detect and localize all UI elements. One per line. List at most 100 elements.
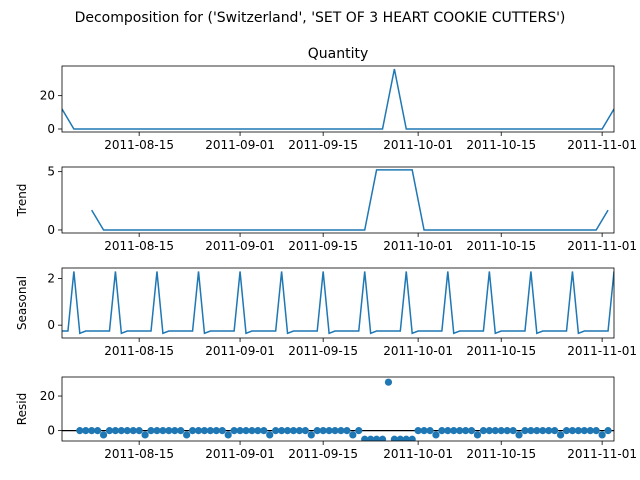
resid-point: [230, 427, 238, 435]
resid-point: [289, 427, 298, 435]
seasonal-ylabel: Seasonal: [15, 276, 29, 330]
resid-point: [283, 427, 292, 435]
quantity-ytick-label: 20: [40, 89, 55, 103]
resid-point: [545, 427, 553, 435]
resid-ylabel: Resid: [15, 393, 29, 425]
seasonal-xtick-label: 2011-11-01: [567, 344, 637, 358]
resid-point: [212, 427, 220, 435]
resid-point: [361, 435, 369, 441]
resid-point: [194, 427, 203, 435]
trend-series-line: [91, 169, 609, 231]
seasonal-ytick-label: 0: [47, 318, 55, 332]
trend-axes-frame: [61, 166, 615, 234]
resid-point: [539, 427, 547, 435]
resid-point: [580, 427, 588, 435]
resid-panel: Resid 0 20 2011-08-15 2011-09-01 2011-09-15 20…: [15, 376, 637, 461]
resid-point: [183, 431, 191, 439]
resid-point: [319, 427, 327, 435]
resid-xtick-label: 2011-09-01: [205, 447, 275, 461]
resid-point: [426, 427, 434, 435]
resid-point: [337, 427, 345, 435]
panels: Quantity 0 20 2011-08-15 2011-09-01 2011-09-1…: [15, 46, 637, 461]
resid-point: [117, 427, 125, 435]
resid-point: [414, 427, 422, 435]
quantity-ytick-label: 0: [47, 122, 55, 136]
resid-xtick-label: 2011-09-15: [288, 447, 358, 461]
resid-point: [206, 427, 214, 435]
trend-xtick-label: 2011-10-01: [383, 239, 453, 253]
quantity-xtick-label: 2011-08-15: [104, 138, 174, 152]
quantity-axes-frame: [61, 65, 615, 133]
resid-point: [177, 427, 185, 435]
resid-point: [521, 427, 529, 435]
resid-point: [420, 427, 428, 435]
resid-point: [331, 427, 339, 435]
trend-panel: Trend 0 5 2011-08-15 2011-09-01 2011-09-15 201…: [15, 165, 637, 253]
seasonal-panel: Seasonal 0 2 2011-08-15 2011-09-01 2011-09-15…: [15, 267, 637, 358]
resid-point: [135, 427, 143, 435]
resid-axes-frame: [61, 376, 615, 442]
resid-point: [129, 427, 137, 435]
seasonal-series-line: [62, 271, 614, 335]
resid-point: [402, 435, 410, 441]
resid-point: [444, 427, 452, 435]
seasonal-xtick-label: 2011-09-15: [288, 344, 358, 358]
resid-point: [384, 378, 393, 386]
resid-point: [432, 431, 440, 439]
resid-ytick-label: 0: [47, 424, 55, 438]
resid-point: [165, 427, 173, 435]
trend-xtick-label: 2011-09-01: [205, 239, 275, 253]
resid-point: [503, 427, 511, 435]
resid-point: [266, 431, 274, 439]
resid-point: [515, 431, 523, 439]
resid-point: [123, 427, 131, 435]
resid-point: [450, 427, 458, 435]
seasonal-xtick-label: 2011-10-01: [383, 344, 453, 358]
resid-point: [260, 427, 268, 435]
resid-point: [301, 427, 309, 435]
resid-point: [76, 427, 84, 435]
trend-xtick-label: 2011-10-15: [466, 239, 536, 253]
resid-point: [574, 427, 582, 435]
resid-point: [509, 427, 517, 435]
resid-point: [254, 427, 262, 435]
resid-point: [200, 427, 209, 435]
resid-point: [533, 427, 541, 435]
resid-xtick-label: 2011-11-01: [567, 447, 637, 461]
quantity-panel: Quantity 0 20 2011-08-15 2011-09-01 2011-09-1…: [40, 46, 637, 152]
resid-point: [586, 427, 594, 435]
quantity-title: Quantity: [308, 46, 369, 62]
trend-xtick-label: 2011-08-15: [104, 239, 174, 253]
resid-point: [248, 427, 256, 435]
resid-point: [94, 427, 102, 435]
quantity-xtick-label: 2011-10-01: [383, 138, 453, 152]
resid-point: [153, 427, 161, 435]
trend-ylabel: Trend: [15, 184, 29, 218]
trend-ytick-label: 5: [47, 165, 55, 179]
resid-point: [462, 427, 470, 435]
resid-point: [604, 427, 612, 435]
resid-point: [105, 427, 114, 435]
resid-point: [527, 427, 535, 435]
resid-point: [367, 435, 375, 441]
seasonal-xtick-label: 2011-08-15: [104, 344, 174, 358]
quantity-series-line: [62, 68, 614, 130]
resid-point: [551, 427, 559, 435]
resid-xtick-label: 2011-10-01: [383, 447, 453, 461]
resid-plot-area: [62, 378, 614, 441]
resid-point: [141, 431, 149, 439]
quantity-xtick-label: 2011-09-15: [288, 138, 358, 152]
trend-ytick-label: 0: [47, 223, 55, 237]
resid-ytick-label: 20: [40, 389, 55, 403]
figure-title: Decomposition for ('Switzerland', 'SET O…: [75, 10, 566, 26]
resid-point: [242, 427, 250, 435]
resid-xtick-label: 2011-08-15: [104, 447, 174, 461]
resid-point: [497, 427, 505, 435]
resid-point: [147, 427, 155, 435]
resid-point: [159, 427, 167, 435]
resid-point: [438, 427, 446, 435]
resid-point: [408, 435, 416, 441]
resid-point: [378, 435, 387, 441]
resid-point: [325, 427, 333, 435]
resid-point: [88, 427, 96, 435]
